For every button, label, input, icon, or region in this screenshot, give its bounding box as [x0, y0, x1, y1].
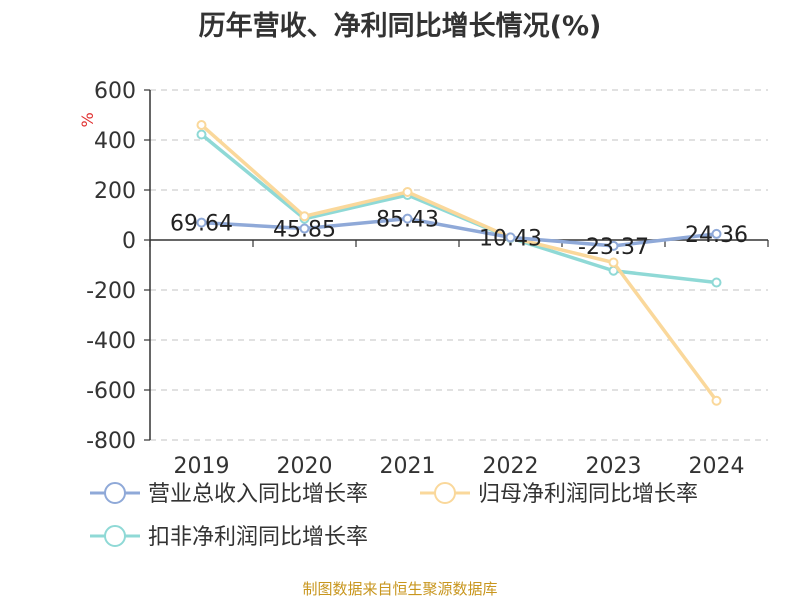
y-tick-label: 200 [94, 179, 136, 204]
data-label: 24.36 [685, 223, 748, 248]
y-tick-label: -400 [86, 329, 136, 354]
legend-label[interactable]: 扣非净利润同比增长率 [148, 525, 368, 550]
data-point[interactable] [196, 129, 207, 140]
x-tick-label: 2023 [586, 454, 642, 479]
x-tick-label: 2021 [380, 454, 436, 479]
y-tick-label: -600 [86, 379, 136, 404]
data-point[interactable] [608, 257, 619, 268]
y-tick-label: -800 [86, 429, 136, 454]
y-tick-label: -200 [86, 279, 136, 304]
x-tick-label: 2022 [483, 454, 539, 479]
y-tick-label: 400 [94, 129, 136, 154]
data-point[interactable] [402, 213, 413, 224]
data-label: 10.43 [479, 226, 542, 251]
legend-marker[interactable] [104, 525, 126, 547]
data-point[interactable] [711, 277, 722, 288]
data-point[interactable] [711, 395, 722, 406]
data-label: -23.37 [578, 235, 649, 260]
series-line [199, 123, 719, 403]
data-point[interactable] [196, 217, 207, 228]
axes: 600 400 200 0 -200 -400 -600 -800% 2019 2020 2021 2… [78, 79, 769, 479]
data-labels: 69.64 45.85 85.43 10.43 -23.37 24.36 [170, 208, 748, 260]
legend-label[interactable]: 营业总收入同比增长率 [148, 482, 368, 507]
data-point[interactable] [402, 187, 413, 197]
x-tick-label: 2019 [174, 454, 230, 479]
y-tick-label: 600 [94, 79, 136, 104]
data-point[interactable] [196, 120, 207, 130]
source-note: 制图数据来自恒生聚源数据库 [302, 580, 498, 598]
chart-title: 历年营收、净利同比增长情况(%) [198, 11, 602, 42]
x-tick-label: 2024 [689, 454, 745, 479]
y-axis-unit-label: % [78, 112, 97, 127]
legend-marker[interactable] [104, 482, 126, 504]
data-label: 69.64 [170, 212, 233, 237]
data-point[interactable] [505, 232, 516, 243]
data-label: 45.85 [273, 218, 336, 243]
series-lines [196, 120, 722, 406]
grid-lines [150, 89, 768, 441]
data-label: 85.43 [376, 208, 439, 233]
y-tick-label: 0 [122, 229, 136, 254]
data-point[interactable] [608, 240, 619, 251]
legend-marker[interactable] [434, 482, 456, 504]
legend-label[interactable]: 归母净利润同比增长率 [478, 482, 698, 507]
data-point[interactable] [299, 211, 310, 222]
x-tick-label: 2020 [277, 454, 333, 479]
series-line [199, 132, 719, 285]
data-point[interactable] [299, 223, 310, 234]
data-point[interactable] [711, 228, 722, 239]
series-line [199, 216, 719, 248]
